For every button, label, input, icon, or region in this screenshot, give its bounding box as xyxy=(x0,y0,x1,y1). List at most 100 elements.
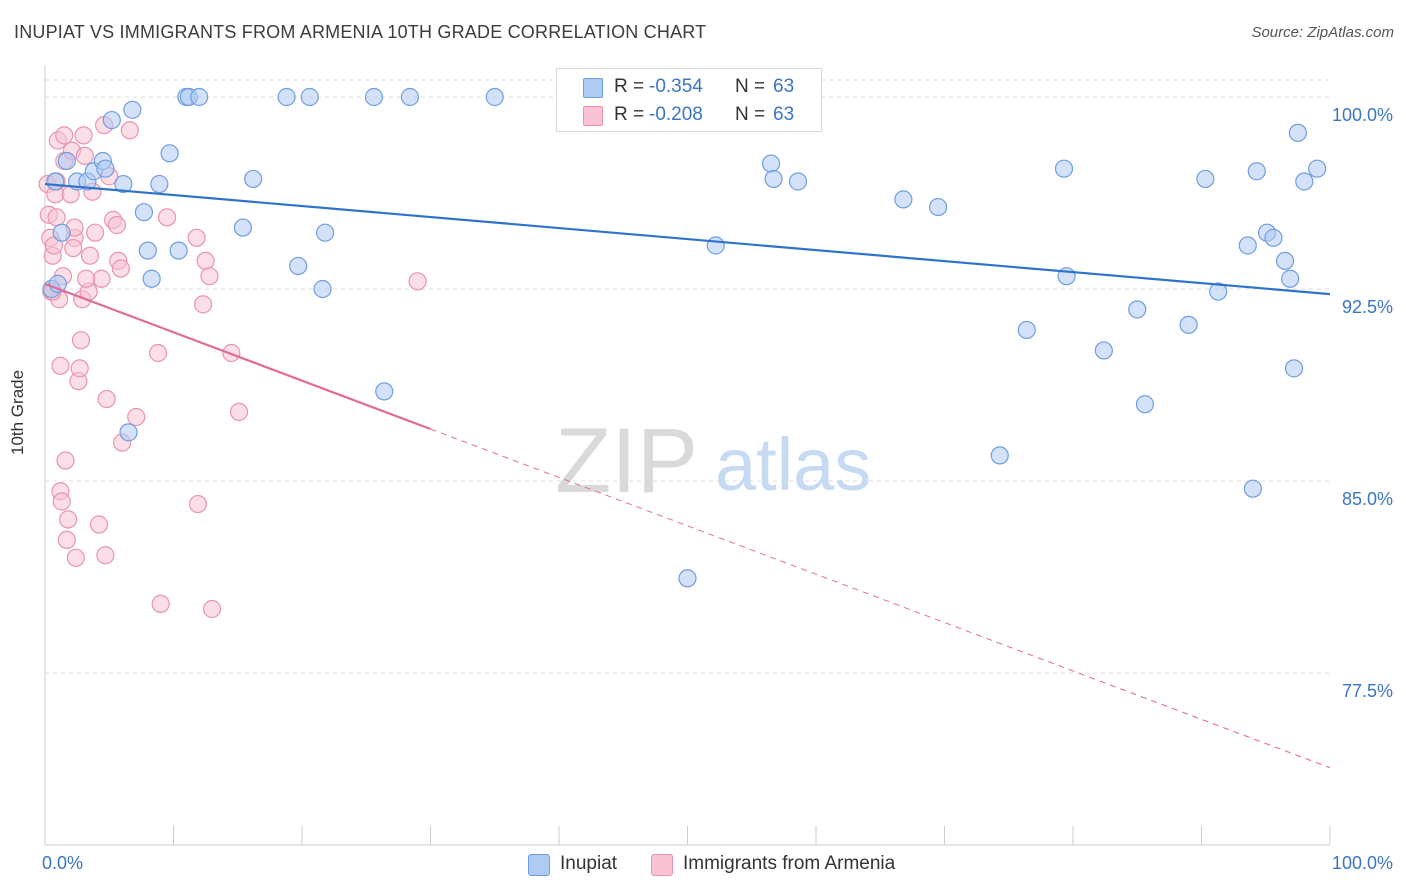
stats-r-label: R = xyxy=(614,76,645,97)
stats-n-value: 63 xyxy=(773,76,795,97)
legend-label: Immigrants from Armenia xyxy=(683,853,896,874)
inupiat-point xyxy=(119,423,138,442)
inupiat-point xyxy=(96,159,115,178)
armenia-point xyxy=(229,402,249,421)
inupiat-point xyxy=(233,218,252,237)
y-tick-label: 92.5% xyxy=(1342,297,1393,317)
inupiat-point xyxy=(46,172,65,191)
armenia-point xyxy=(187,228,206,247)
armenia-point xyxy=(188,494,208,514)
inupiat-point xyxy=(289,256,308,276)
inupiat-point xyxy=(706,236,725,255)
legend: Inupiat Immigrants from Armenia xyxy=(0,852,1406,878)
inupiat-point xyxy=(244,169,263,189)
armenia-point xyxy=(148,343,168,363)
armenia-point xyxy=(202,599,222,619)
inupiat-point xyxy=(1017,320,1036,340)
inupiat-point xyxy=(316,223,335,242)
stats-r-value: -0.354 xyxy=(649,76,703,97)
trend-line-armenia-dashed xyxy=(430,428,1331,769)
y-tick-label: 77.5% xyxy=(1342,681,1393,701)
inupiat-point xyxy=(169,241,188,260)
inupiat-point xyxy=(764,169,783,189)
inupiat-point xyxy=(678,569,697,588)
inupiat-point xyxy=(894,190,913,209)
legend-label: Inupiat xyxy=(560,853,618,874)
inupiat-point xyxy=(928,197,948,217)
x-tick-label-max: 100.0% xyxy=(1332,853,1393,873)
armenia-point xyxy=(107,215,127,235)
inupiat-point xyxy=(1264,228,1283,247)
armenia-point xyxy=(92,269,111,288)
stats-row-inupiat: R = -0.354 N = 63 xyxy=(557,73,821,101)
armenia-point xyxy=(64,238,83,258)
trend-lines xyxy=(44,182,1331,769)
chart-source: Source: ZipAtlas.com xyxy=(1251,24,1394,41)
armenia-point xyxy=(55,126,74,145)
inupiat-point xyxy=(52,223,71,242)
inupiat-point xyxy=(364,87,384,107)
stats-row-armenia: R = -0.208 N = 63 xyxy=(557,101,821,129)
inupiat-point xyxy=(1275,251,1295,270)
armenia-point xyxy=(193,295,213,314)
inupiat-point xyxy=(150,174,169,194)
inupiat-point xyxy=(123,100,142,119)
inupiat-point xyxy=(761,154,781,173)
trend-line-inupiat xyxy=(44,182,1331,296)
armenia-point xyxy=(51,356,70,375)
stats-swatch-blue xyxy=(583,78,603,98)
series-inupiat-points xyxy=(42,87,1327,588)
inupiat-point xyxy=(1135,395,1155,414)
armenia-point xyxy=(52,492,71,511)
armenia-point xyxy=(200,267,219,286)
watermark-atlas: atlas xyxy=(715,423,871,506)
axes xyxy=(44,65,1331,846)
inupiat-point xyxy=(485,87,504,107)
inupiat-point xyxy=(1054,159,1074,178)
armenia-point xyxy=(151,594,170,613)
inupiat-point xyxy=(1281,269,1300,288)
stats-box: R = -0.354 N = 63 R = -0.208 N = 63 xyxy=(556,68,822,132)
inupiat-point xyxy=(114,174,133,194)
inupiat-point xyxy=(375,382,394,401)
series-immigrants-from-armenia-points xyxy=(38,116,427,619)
armenia-point xyxy=(86,223,105,242)
inupiat-point xyxy=(138,241,157,260)
armenia-point xyxy=(127,407,146,427)
inupiat-point xyxy=(1094,341,1113,360)
stats-r-label: R = xyxy=(614,104,645,125)
x-tick-label-min: 0.0% xyxy=(42,853,83,873)
armenia-point xyxy=(80,246,100,265)
stats-swatch-pink xyxy=(583,106,603,126)
y-tick-label: 100.0% xyxy=(1332,105,1393,125)
inupiat-point xyxy=(1128,300,1147,319)
stats-n-label: N = xyxy=(735,104,766,125)
inupiat-point xyxy=(1308,159,1327,178)
inupiat-point xyxy=(788,172,808,191)
inupiat-point xyxy=(160,144,179,163)
stats-n-label: N = xyxy=(735,76,766,97)
inupiat-point xyxy=(400,87,420,107)
armenia-point xyxy=(97,389,116,409)
trend-line-armenia-solid xyxy=(44,282,431,431)
stats-n-value: 63 xyxy=(773,104,795,125)
inupiat-point xyxy=(1196,169,1215,189)
inupiat-point xyxy=(300,87,319,107)
armenia-point xyxy=(47,208,66,227)
armenia-point xyxy=(74,126,93,145)
y-tick-label: 85.0% xyxy=(1342,489,1393,509)
inupiat-point xyxy=(1247,162,1266,181)
inupiat-point xyxy=(102,110,121,130)
armenia-point xyxy=(57,530,76,549)
inupiat-point xyxy=(1179,315,1198,334)
legend-swatch-blue xyxy=(528,854,550,876)
inupiat-point xyxy=(1243,479,1263,498)
inupiat-point xyxy=(190,87,209,107)
armenia-point xyxy=(70,359,89,378)
inupiat-point xyxy=(1284,359,1304,378)
armenia-point xyxy=(157,208,177,227)
inupiat-point xyxy=(134,203,154,222)
inupiat-point xyxy=(57,151,76,171)
